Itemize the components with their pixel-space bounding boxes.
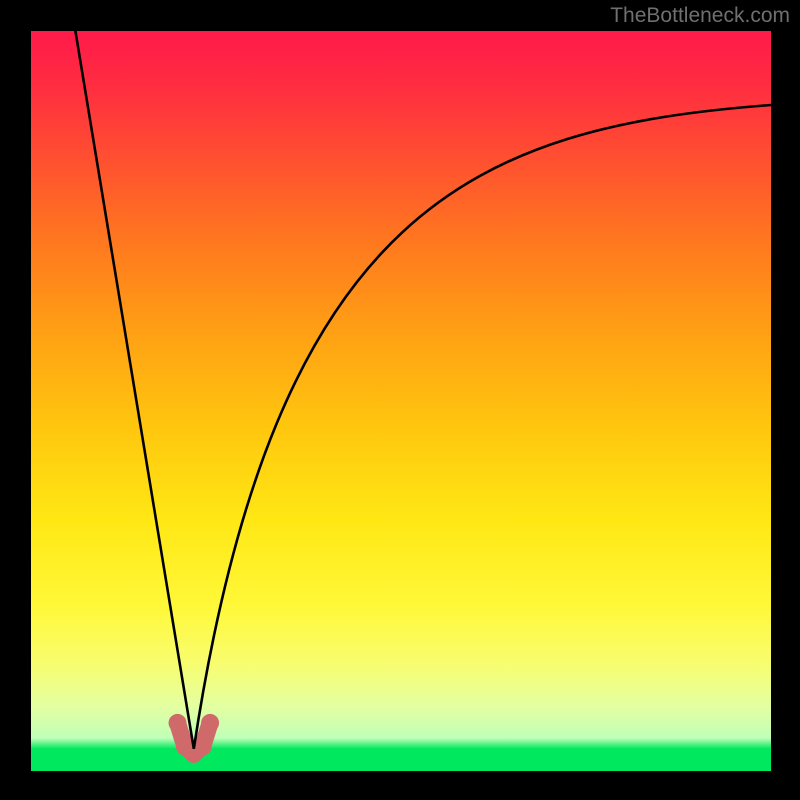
chart-container: TheBottleneck.com — [0, 0, 800, 800]
plot-background-gradient — [31, 31, 771, 749]
watermark-text: TheBottleneck.com — [610, 4, 790, 28]
bottleneck-curve-chart — [0, 0, 800, 800]
